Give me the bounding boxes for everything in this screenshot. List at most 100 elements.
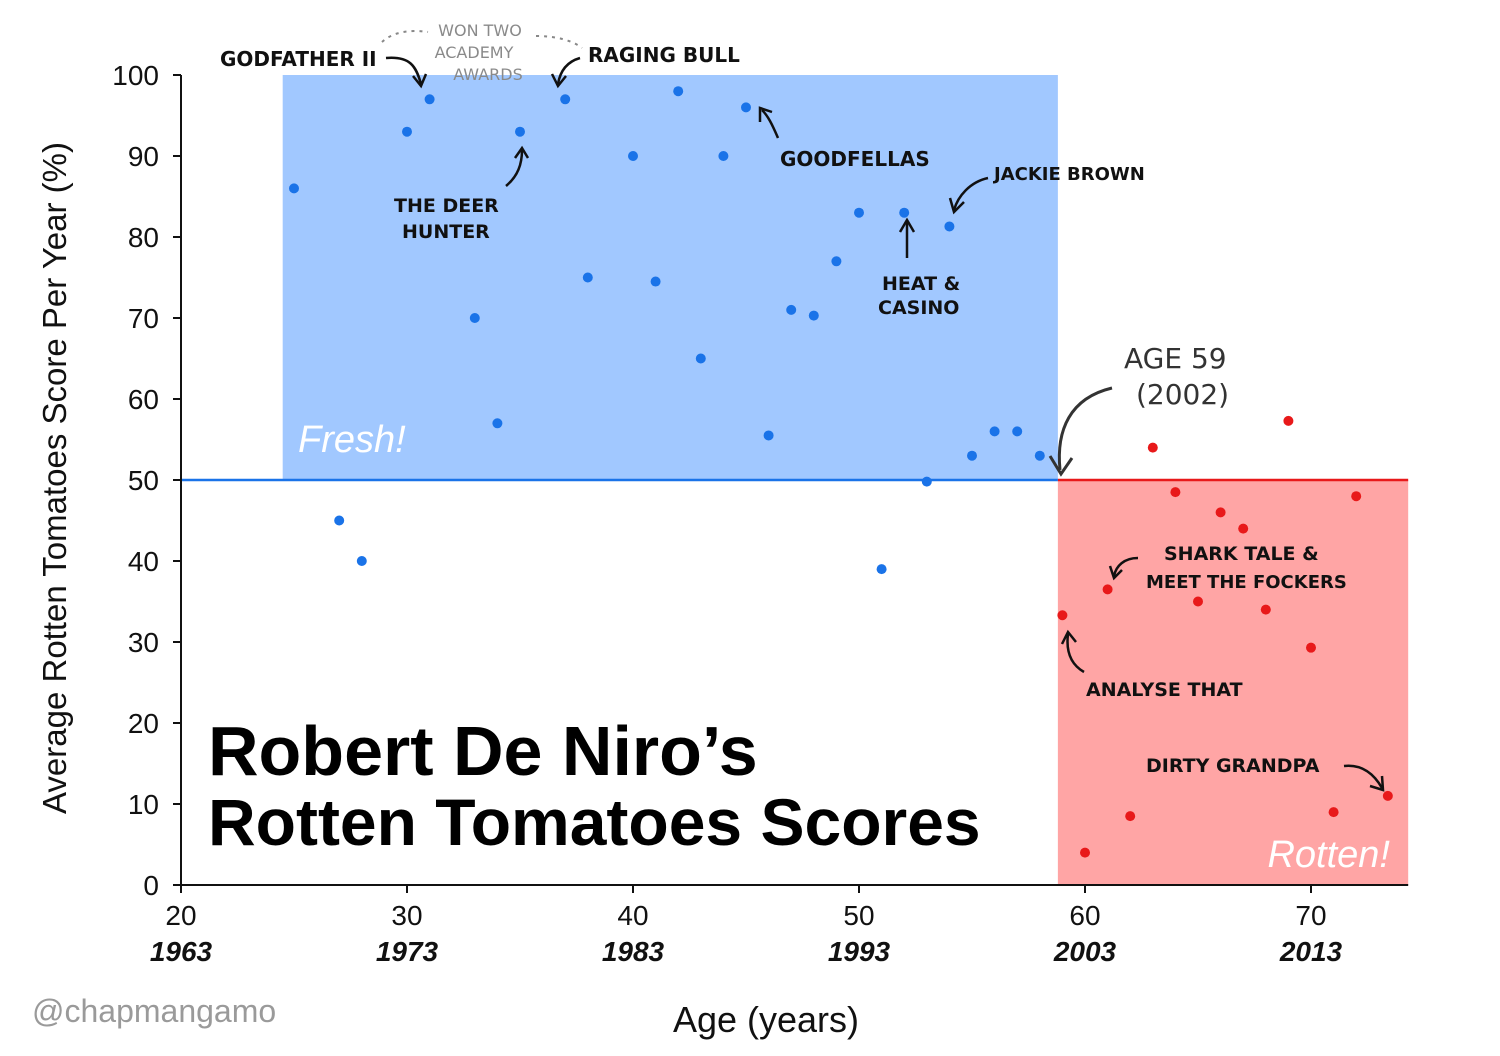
annotation-goodfellas: GOODFELLAS xyxy=(780,147,930,171)
credit-handle: @chapmangamo xyxy=(32,993,276,1029)
rotten-region xyxy=(1057,480,1409,885)
arrowhead-dirty-grandpa xyxy=(1369,775,1385,792)
axes-layer: 0 10 20 30 40 50 60 70 80 90 100 20 1963 30 1973 40 1983… xyxy=(112,60,1409,967)
data-point-rotten xyxy=(1283,415,1294,426)
y-tick-label: 100 xyxy=(112,60,159,91)
annotation-dirty-grandpa: DIRTY GRANDPA xyxy=(1146,755,1320,777)
annotation-deer-hunter-line2: HUNTER xyxy=(402,221,490,243)
data-point-fresh xyxy=(786,304,797,315)
data-point-fresh xyxy=(356,556,367,566)
arrowhead-heat-casino xyxy=(898,217,916,233)
chart-title-line1: Robert De Niro’s xyxy=(208,712,758,790)
annotation-deer-hunter-line1: THE DEER xyxy=(394,195,499,217)
y-tick-label: 80 xyxy=(128,222,159,253)
arrowhead-goodfellas xyxy=(758,106,773,122)
data-point-fresh xyxy=(424,94,435,105)
data-point-rotten xyxy=(1260,604,1271,615)
annotation-shark-tale-line2: MEET THE FOCKERS xyxy=(1146,572,1347,593)
points-layer xyxy=(289,86,1393,858)
data-point-rotten xyxy=(1057,610,1068,621)
data-point-fresh xyxy=(899,207,910,218)
data-point-rotten xyxy=(1306,642,1316,653)
annotation-godfather: GODFATHER II xyxy=(220,47,377,71)
arrow-age59 xyxy=(1057,386,1113,471)
x-tick-age-label: 50 xyxy=(843,900,874,931)
x-tick-age-label: 60 xyxy=(1069,900,1100,931)
data-point-rotten xyxy=(1125,811,1136,822)
x-axis-label: Age (years) xyxy=(673,999,859,1040)
annotation-heat-casino-line2: CASINO xyxy=(878,297,959,319)
data-point-fresh xyxy=(989,426,1000,437)
data-point-rotten xyxy=(1215,507,1226,518)
y-tick-label: 70 xyxy=(128,303,159,334)
data-point-fresh xyxy=(582,272,593,283)
arrowhead-age59 xyxy=(1048,455,1074,477)
annotation-heat-casino-line1: HEAT & xyxy=(882,273,960,295)
annotation-academy-line1: WON TWO xyxy=(438,21,522,40)
fresh-region xyxy=(282,75,1058,480)
data-point-rotten xyxy=(1147,442,1158,453)
data-point-rotten xyxy=(1080,847,1090,858)
data-point-fresh xyxy=(831,256,842,267)
arrowhead-analyse-that xyxy=(1060,629,1077,645)
arrowhead-raging-bull xyxy=(550,73,567,89)
data-point-rotten xyxy=(1170,487,1181,498)
y-tick-label: 0 xyxy=(143,870,159,901)
data-point-fresh xyxy=(695,353,706,364)
arrow-deer-hunter xyxy=(505,149,524,187)
x-tick-age-label: 40 xyxy=(617,900,648,931)
arrowhead-shark-tale xyxy=(1108,565,1123,581)
annotation-age59-line2: (2002) xyxy=(1136,378,1229,411)
regions-layer xyxy=(282,75,1409,885)
arrowhead-deer-hunter xyxy=(513,145,530,159)
data-point-fresh xyxy=(560,94,571,105)
annotation-academy-line2: ACADEMY xyxy=(435,43,514,62)
data-point-rotten xyxy=(1382,790,1393,801)
data-point-fresh xyxy=(854,207,864,218)
annotation-academy-line3: AWARDS xyxy=(453,65,523,84)
annotations: GODFATHER II WON TWO ACADEMY AWARDS RAGI… xyxy=(220,21,1385,792)
data-point-fresh xyxy=(921,476,932,487)
y-tick-label: 20 xyxy=(128,708,159,739)
arrow-analyse-that xyxy=(1066,633,1085,674)
arrow-shark-tale xyxy=(1112,556,1139,577)
data-point-fresh xyxy=(967,450,977,461)
y-axis-label: Average Rotten Tomatoes Score Per Year (… xyxy=(36,142,73,814)
data-point-fresh xyxy=(944,221,955,232)
annotation-raging-bull: RAGING BULL xyxy=(588,43,740,67)
y-tick-label: 30 xyxy=(128,627,159,658)
x-tick-age-label: 20 xyxy=(165,900,196,931)
x-tick-year-label: 1993 xyxy=(828,936,891,967)
data-point-fresh xyxy=(763,430,774,441)
data-point-fresh xyxy=(876,564,887,575)
data-point-rotten xyxy=(1238,523,1249,534)
y-tick-label: 50 xyxy=(128,465,159,496)
rotten-label: Rotten! xyxy=(1267,834,1390,876)
data-point-rotten xyxy=(1328,807,1339,818)
data-point-fresh xyxy=(469,313,480,323)
x-tick-age-label: 70 xyxy=(1295,900,1326,931)
y-tick-label: 60 xyxy=(128,384,159,415)
data-point-fresh xyxy=(289,183,299,194)
data-point-fresh xyxy=(1012,426,1023,437)
arrow-godfather xyxy=(385,56,423,85)
y-tick-label: 90 xyxy=(128,141,159,172)
x-tick-year-label: 1973 xyxy=(376,936,439,967)
arrow-jackie-brown xyxy=(952,176,989,211)
annotation-age59-line1: AGE 59 xyxy=(1124,342,1227,375)
x-tick-year-label: 2003 xyxy=(1053,936,1117,967)
data-point-fresh xyxy=(808,310,819,321)
annotation-analyse-that: ANALYSE THAT xyxy=(1086,679,1243,701)
data-point-fresh xyxy=(628,151,638,161)
arrowhead-godfather xyxy=(412,73,428,89)
arrow-raging-bull xyxy=(556,56,581,85)
arrow-goodfellas xyxy=(761,109,780,139)
arrow-dirty-grandpa xyxy=(1343,764,1384,789)
data-point-fresh xyxy=(673,86,684,97)
annotation-jackie-brown: JACKIE BROWN xyxy=(992,164,1145,185)
data-point-fresh xyxy=(718,151,729,161)
x-tick-year-label: 2013 xyxy=(1279,936,1343,967)
fresh-label: Fresh! xyxy=(298,419,406,461)
data-point-fresh xyxy=(515,126,525,137)
